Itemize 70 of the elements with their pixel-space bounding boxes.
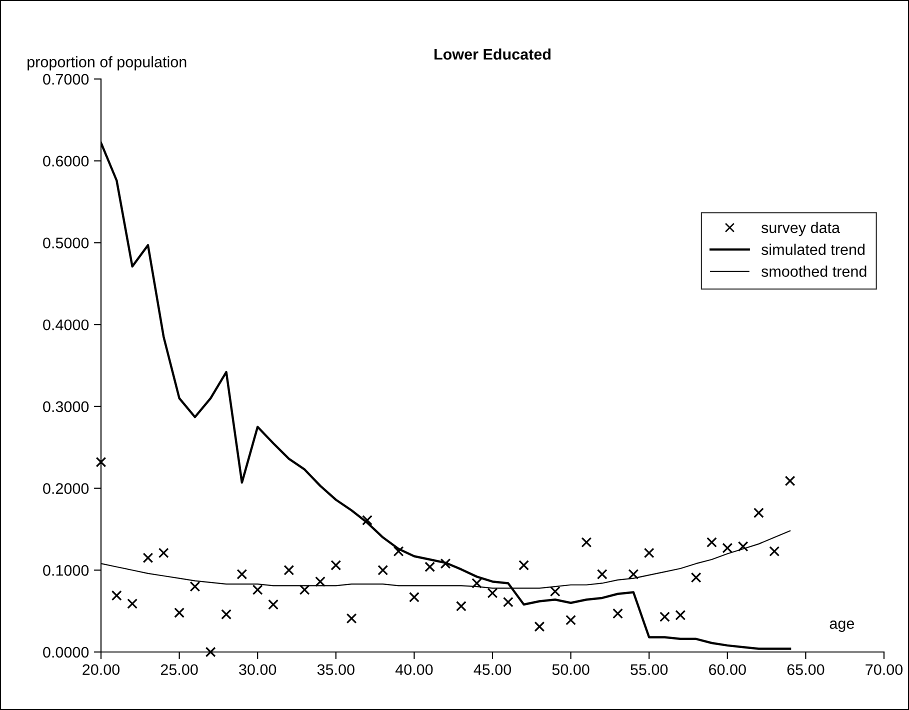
y-axis-title: proportion of population (28, 56, 186, 70)
x-tick-label: 55.00 (630, 664, 668, 676)
y-tick-label: 0.2000 (43, 483, 89, 494)
point (550, 586, 560, 597)
point (660, 612, 670, 622)
point (534, 621, 545, 632)
point (518, 560, 530, 570)
point (612, 608, 624, 619)
y-tick-label: 0.1000 (43, 565, 89, 576)
point (408, 592, 420, 602)
x-tick-label: 25.00 (160, 664, 198, 676)
chart-title: Lower Educated (434, 48, 550, 60)
point (690, 572, 702, 583)
point (111, 590, 122, 601)
y-tick-label: 0.7000 (43, 74, 89, 85)
point (722, 542, 733, 554)
y-tick-label: 0.6000 (43, 156, 89, 167)
point (378, 564, 388, 576)
point (753, 508, 764, 518)
point (330, 560, 342, 570)
x-tick-label: 65.00 (787, 664, 824, 676)
y-tick-label: 0.3000 (43, 401, 89, 412)
point (393, 546, 404, 557)
point (596, 569, 608, 580)
point (706, 537, 717, 548)
y-tick-label: 0.4000 (43, 319, 89, 330)
x-tick-label: 20.00 (82, 664, 120, 676)
y-tick-label: 0.5000 (43, 238, 89, 248)
point (644, 548, 654, 558)
point (472, 578, 482, 588)
point (127, 598, 138, 609)
point (424, 562, 436, 572)
point (487, 588, 498, 598)
point (581, 537, 592, 548)
x-tick-label: 45.00 (474, 664, 512, 676)
point (675, 610, 686, 620)
point (205, 646, 216, 658)
x-tick-label: 35.00 (317, 664, 354, 676)
legend-label: survey data (761, 222, 840, 236)
y-tick-label: 0.0000 (43, 646, 89, 658)
point (221, 609, 232, 620)
point (315, 576, 326, 587)
point (142, 552, 154, 564)
x-axis-title: age (830, 620, 854, 632)
point (299, 584, 310, 596)
point (236, 569, 248, 580)
point (190, 581, 200, 592)
x-tick-label: 70.00 (866, 664, 903, 676)
point (440, 558, 451, 569)
point (96, 456, 106, 468)
point (268, 599, 278, 610)
point (362, 514, 372, 526)
point (284, 564, 294, 576)
point (346, 613, 357, 624)
point (628, 569, 639, 580)
x-tick-label: 50.00 (552, 664, 590, 676)
x-tick-label: 40.00 (395, 664, 433, 676)
legend-label: simulated trend (761, 244, 865, 255)
point (456, 600, 466, 612)
legend-label: smoothed trend (761, 266, 866, 277)
x-tick-label: 30.00 (239, 664, 276, 676)
point (769, 546, 780, 557)
point (738, 541, 748, 552)
point (566, 614, 576, 626)
point (784, 476, 796, 486)
point (502, 596, 514, 608)
x-tick-label: 60.00 (709, 664, 746, 676)
point (174, 607, 185, 618)
point (158, 548, 169, 558)
point (252, 584, 263, 596)
